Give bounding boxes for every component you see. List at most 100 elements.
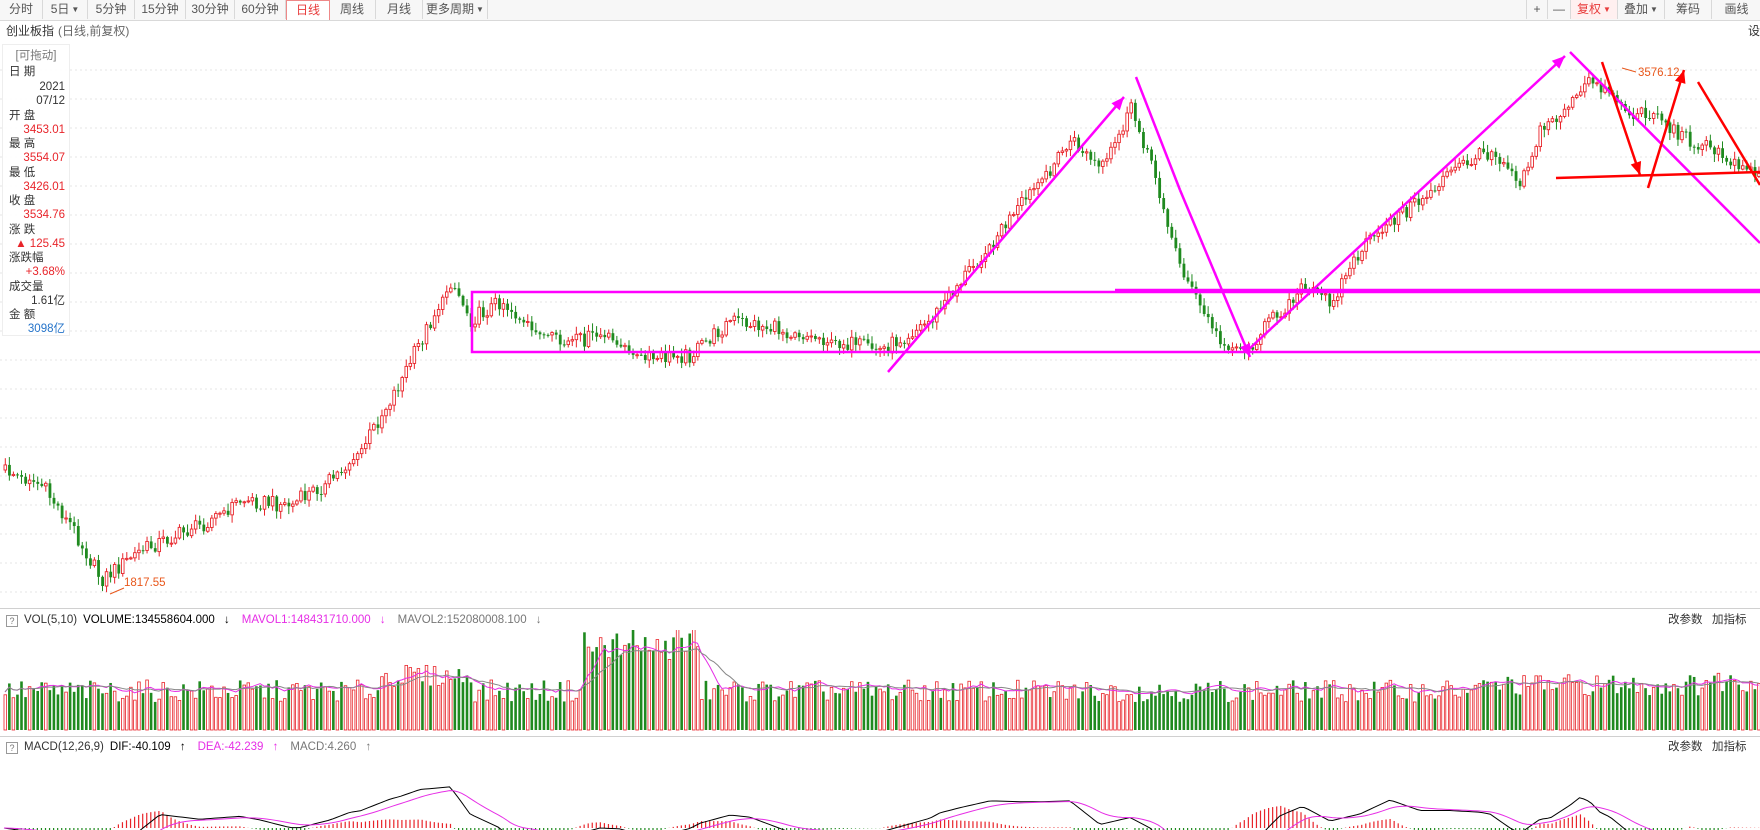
volume-bar: [1591, 691, 1595, 730]
candle-body: [335, 471, 340, 479]
candle-body: [1449, 169, 1453, 173]
candle-body: [1437, 186, 1441, 191]
zoom-out-button[interactable]: —: [1547, 0, 1570, 19]
candle-body: [1166, 209, 1170, 227]
candlestick-chart[interactable]: [0, 0, 1760, 608]
arrow-up-2-head: [1551, 56, 1565, 69]
volume-bar: [202, 690, 206, 730]
fuquan-dropdown[interactable]: 复权 ▼: [1570, 0, 1617, 19]
candle-body: [1696, 147, 1700, 150]
volume-bar: [1425, 695, 1429, 731]
candle-body: [1737, 159, 1741, 170]
volume-bar: [400, 682, 404, 731]
tab-period-6[interactable]: 日线: [286, 0, 330, 20]
tab-period-1[interactable]: 5日 ▼: [43, 0, 88, 19]
candle-body: [652, 352, 655, 360]
candle-body: [1732, 158, 1737, 166]
volume-bar: [501, 698, 506, 731]
draw-line-button[interactable]: 画线: [1711, 0, 1760, 19]
volume-bar: [838, 693, 841, 730]
volume-bar: [554, 697, 558, 730]
tab-period-0[interactable]: 分时: [0, 0, 43, 19]
info-panel[interactable]: [可拖动] 日 期 2021 07/12 开 盘 3453.01 最 高 355…: [2, 44, 70, 336]
candle-body: [1186, 277, 1190, 282]
tab-period-9[interactable]: 更多周期 ▼: [423, 0, 488, 19]
volume-bar: [1417, 692, 1421, 730]
candle-body: [1138, 120, 1141, 133]
volume-bar: [376, 690, 380, 730]
high-value: 3554.07: [23, 152, 65, 164]
volume-bar: [436, 685, 441, 731]
volume-bar: [1619, 687, 1623, 730]
candle-body: [1105, 158, 1109, 162]
candle-body: [732, 315, 737, 321]
help-icon[interactable]: ?: [6, 615, 18, 627]
candle-body: [85, 548, 88, 559]
candle-body: [1230, 347, 1235, 351]
volume-bar: [619, 654, 623, 730]
volume-bar: [1737, 684, 1740, 730]
help-icon[interactable]: ?: [6, 742, 18, 754]
settings-label[interactable]: 设: [1747, 24, 1760, 38]
volume-bar: [963, 687, 967, 731]
tab-period-7[interactable]: 周线: [329, 0, 376, 19]
macd-modify-params-button[interactable]: 改参数: [1668, 741, 1703, 753]
candle-body: [60, 505, 64, 519]
candle-body: [461, 295, 465, 306]
candle-body: [760, 325, 765, 331]
vol-add-indicator-button[interactable]: 加指标: [1712, 614, 1747, 626]
macd-dea: DEA:-42.239 ↑: [198, 741, 285, 753]
volume-bar: [538, 694, 542, 730]
volume-bar: [145, 679, 149, 731]
drag-handle[interactable]: [可拖动]: [15, 50, 57, 62]
volume-bar: [1421, 684, 1425, 731]
tab-period-5[interactable]: 60分钟: [235, 0, 286, 19]
volume-bar: [270, 698, 275, 731]
macd-chart[interactable]: [0, 756, 1760, 830]
tab-period-2[interactable]: 5分钟: [88, 0, 135, 19]
volume-bar: [1388, 679, 1393, 731]
candle-body: [655, 357, 660, 360]
candle-body: [1032, 188, 1036, 191]
chips-button[interactable]: 筹码: [1664, 0, 1711, 19]
candle-body: [145, 540, 149, 551]
candle-body: [741, 317, 744, 319]
candle-body: [801, 337, 805, 340]
macd-add-indicator-button[interactable]: 加指标: [1712, 741, 1747, 753]
volume-bar: [1709, 682, 1712, 730]
candle-body: [1555, 118, 1558, 122]
volume-bar: [72, 691, 76, 730]
overlay-dropdown[interactable]: 叠加 ▼: [1617, 0, 1664, 19]
volume-bar: [1170, 696, 1173, 730]
candle-body: [906, 337, 911, 345]
volume-bar: [971, 687, 975, 731]
tab-period-4[interactable]: 30分钟: [186, 0, 235, 19]
candle-body: [793, 332, 797, 338]
volume-bar: [841, 687, 846, 731]
volume-bar: [931, 691, 935, 730]
volume-bar: [1741, 690, 1745, 731]
tab-period-3[interactable]: 15分钟: [135, 0, 186, 19]
volume-chart[interactable]: [0, 630, 1760, 734]
vol-modify-params-button[interactable]: 改参数: [1668, 614, 1703, 626]
candle-body: [769, 329, 773, 332]
zoom-in-button[interactable]: +: [1526, 0, 1547, 19]
candle-body: [153, 548, 157, 552]
tab-period-8[interactable]: 月线: [376, 0, 423, 19]
candle-body: [895, 337, 898, 347]
candle-body: [267, 496, 271, 506]
candle-body: [270, 495, 275, 507]
volume-bar: [1239, 691, 1242, 730]
volume-bar: [1348, 684, 1352, 731]
volume-bar: [1624, 681, 1627, 730]
candle-body: [1550, 118, 1555, 123]
candle-body: [1700, 144, 1704, 150]
volume-bar: [1178, 701, 1182, 730]
volume-bar: [141, 693, 145, 730]
low-annotation: 1817.55: [124, 577, 166, 589]
candle-body: [550, 332, 554, 336]
volume-bar: [667, 659, 672, 731]
volume-bar: [1227, 701, 1230, 730]
volume-bar: [465, 675, 469, 730]
candle-body: [1146, 148, 1149, 150]
